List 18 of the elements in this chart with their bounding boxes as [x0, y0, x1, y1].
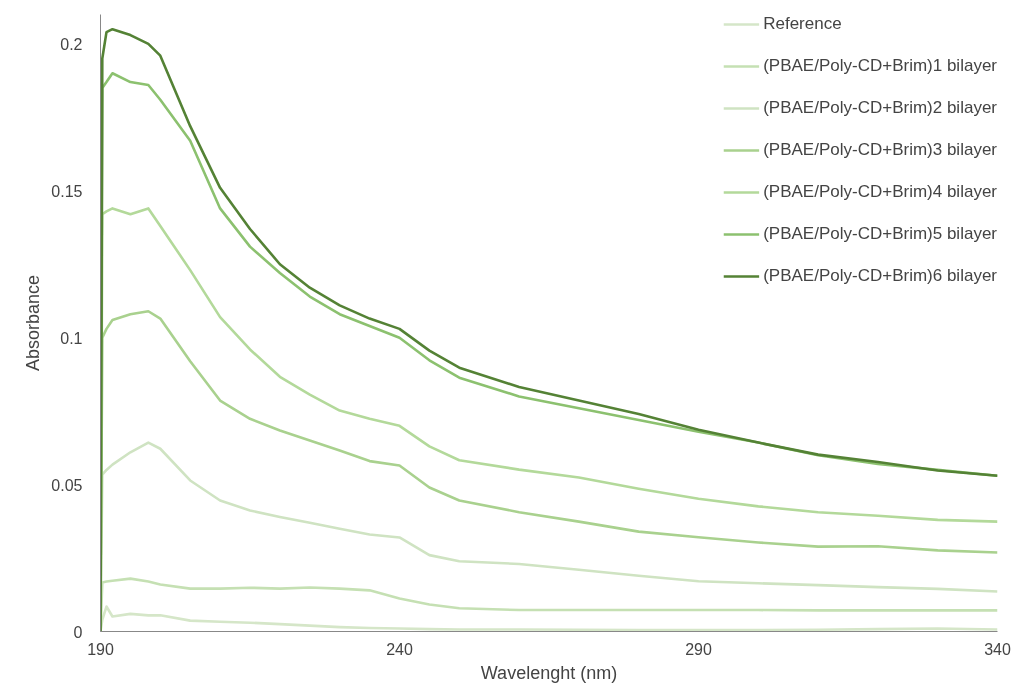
y-tick-label: 0 — [73, 623, 83, 641]
legend-label: (PBAE/Poly-CD+Brim)1 bilayer — [763, 56, 997, 76]
x-tick-label: 240 — [386, 640, 413, 658]
y-tick-label: 0.2 — [60, 35, 83, 53]
y-tick-label: 0.1 — [60, 329, 83, 347]
y-tick-label: 0.05 — [51, 476, 83, 494]
x-axis-title: Wavelenght (nm) — [480, 662, 618, 683]
legend-label: (PBAE/Poly-CD+Brim)3 bilayer — [763, 140, 997, 160]
x-tick-label: 190 — [87, 640, 114, 658]
legend-label: (PBAE/Poly-CD+Brim)2 bilayer — [763, 98, 997, 118]
x-tick-label: 290 — [685, 640, 712, 658]
y-tick-label: 0.15 — [51, 182, 83, 200]
legend-label: Reference — [763, 14, 842, 34]
legend-label: (PBAE/Poly-CD+Brim)6 bilayer — [763, 266, 997, 286]
y-axis-title: Absorbance — [23, 274, 44, 372]
legend-label: (PBAE/Poly-CD+Brim)4 bilayer — [763, 182, 997, 202]
x-tick-label: 340 — [984, 640, 1011, 658]
legend-label: (PBAE/Poly-CD+Brim)5 bilayer — [763, 224, 997, 244]
